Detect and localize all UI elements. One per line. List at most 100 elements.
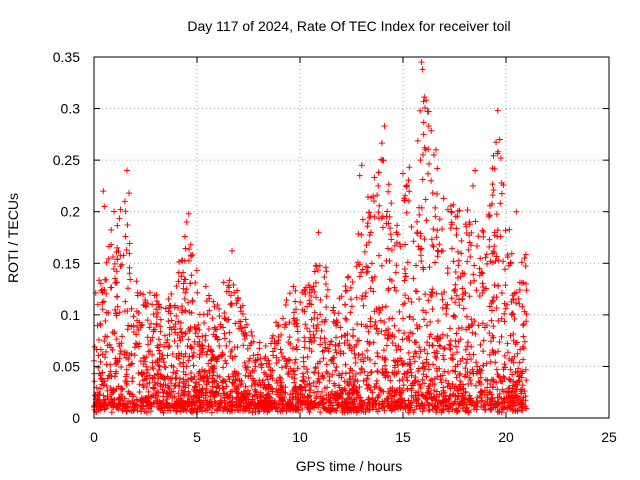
data-point: [519, 343, 526, 350]
data-point: [507, 259, 514, 266]
data-point: [139, 371, 146, 378]
data-point: [148, 320, 155, 327]
data-point: [310, 401, 317, 408]
data-point: [111, 208, 118, 215]
data-point: [502, 282, 509, 289]
data-point: [344, 391, 351, 398]
data-point: [515, 404, 522, 411]
data-point: [468, 229, 475, 236]
data-point: [476, 292, 483, 299]
data-point: [226, 376, 233, 383]
data-point: [446, 393, 453, 400]
data-point: [447, 392, 454, 399]
data-point: [495, 317, 502, 324]
data-point: [436, 391, 443, 398]
data-point: [393, 387, 400, 394]
data-point: [324, 286, 331, 293]
data-point: [262, 343, 269, 350]
data-point: [448, 209, 455, 216]
data-point: [480, 348, 487, 355]
data-point: [188, 309, 195, 316]
data-point: [422, 104, 429, 111]
data-point: [163, 339, 170, 346]
data-point: [463, 313, 470, 320]
data-point: [356, 273, 363, 280]
data-point: [444, 265, 451, 272]
data-point: [114, 303, 121, 310]
data-point: [244, 390, 251, 397]
data-point: [102, 318, 109, 325]
data-point: [347, 309, 354, 316]
data-point: [140, 382, 147, 389]
data-point: [472, 167, 479, 174]
data-point: [205, 360, 212, 367]
data-point: [422, 196, 429, 203]
data-point: [353, 294, 360, 301]
data-point: [300, 358, 307, 365]
data-point: [371, 198, 378, 205]
data-point: [314, 267, 321, 274]
data-point: [424, 339, 431, 346]
data-point: [167, 407, 174, 414]
data-point: [222, 335, 229, 342]
data-point: [401, 397, 408, 404]
data-point: [229, 394, 236, 401]
data-point: [366, 239, 373, 246]
data-point: [267, 383, 274, 390]
data-point: [206, 401, 213, 408]
data-point: [133, 402, 140, 409]
data-point: [212, 333, 219, 340]
data-point: [445, 368, 452, 375]
data-point: [506, 376, 513, 383]
data-point: [468, 380, 475, 387]
data-point: [234, 295, 241, 302]
data-point: [332, 341, 339, 348]
data-point: [191, 402, 198, 409]
data-point: [393, 287, 400, 294]
data-point: [519, 382, 526, 389]
data-point: [429, 190, 436, 197]
data-point: [429, 406, 436, 413]
axis-ticks: [93, 56, 610, 419]
data-point: [371, 174, 378, 181]
data-point: [488, 376, 495, 383]
data-point: [103, 383, 110, 390]
data-point: [241, 393, 248, 400]
data-point: [138, 394, 145, 401]
data-point: [383, 257, 390, 264]
data-point: [402, 241, 409, 248]
data-point: [364, 385, 371, 392]
data-point: [359, 366, 366, 373]
data-point: [353, 263, 360, 270]
data-point: [242, 383, 249, 390]
data-point: [272, 398, 279, 405]
data-point: [488, 299, 495, 306]
data-point: [219, 377, 226, 384]
data-point: [168, 380, 175, 387]
data-point: [520, 279, 527, 286]
data-point: [104, 342, 111, 349]
data-point: [380, 347, 387, 354]
data-point: [279, 400, 286, 407]
data-point: [377, 317, 384, 324]
data-point: [288, 374, 295, 381]
data-point: [384, 245, 391, 252]
data-point: [500, 373, 507, 380]
data-point: [417, 107, 424, 114]
data-point: [108, 284, 115, 291]
data-point: [178, 257, 185, 264]
data-point: [352, 376, 359, 383]
data-point: [382, 368, 389, 375]
data-point: [488, 338, 495, 345]
data-point: [292, 356, 299, 363]
data-point: [307, 387, 314, 394]
data-point: [209, 383, 216, 390]
data-point: [221, 377, 228, 384]
data-point: [325, 404, 332, 411]
data-point: [477, 255, 484, 262]
data-point: [97, 358, 104, 365]
data-point: [501, 374, 508, 381]
data-point: [103, 259, 110, 266]
data-point: [444, 383, 451, 390]
data-point: [374, 330, 381, 337]
